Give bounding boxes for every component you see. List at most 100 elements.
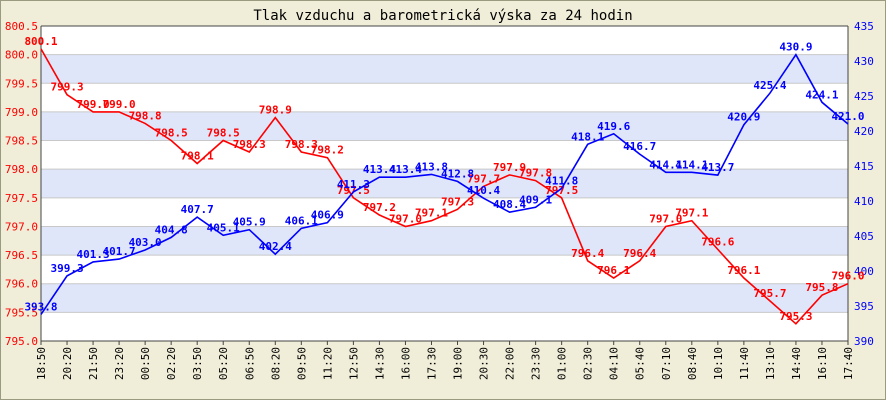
x-tick-label: 02:30 bbox=[582, 347, 595, 380]
x-tick-label: 00:50 bbox=[139, 347, 152, 380]
x-tick-label: 11:40 bbox=[738, 347, 751, 380]
pressure-line bbox=[40, 48, 849, 325]
right-tick-label: 400 bbox=[854, 265, 874, 278]
altitude-data-label: 410.4 bbox=[467, 184, 500, 197]
pressure-data-label: 795.7 bbox=[753, 287, 786, 300]
altitude-data-label: 420.9 bbox=[727, 111, 760, 124]
pressure-data-label: 798.8 bbox=[129, 109, 162, 122]
altitude-data-label: 425.4 bbox=[753, 79, 786, 92]
altitude-data-label: 419.6 bbox=[597, 120, 630, 133]
pressure-data-label: 797.1 bbox=[675, 207, 708, 220]
pressure-data-label: 800.1 bbox=[24, 35, 57, 48]
altitude-data-label: 414.1 bbox=[649, 158, 682, 171]
left-tick-label: 799.0 bbox=[5, 106, 38, 119]
pressure-data-label: 796.4 bbox=[623, 247, 656, 260]
left-tick-label: 798.0 bbox=[5, 163, 38, 176]
altitude-data-label: 393.8 bbox=[24, 300, 57, 313]
pressure-data-label: 795.3 bbox=[779, 310, 812, 323]
right-tick-label: 435 bbox=[854, 20, 874, 33]
x-tick-label: 14:40 bbox=[790, 347, 803, 380]
x-tick-label: 13:10 bbox=[764, 347, 777, 380]
altitude-data-label: 401.7 bbox=[103, 245, 136, 258]
altitude-data-label: 413.4 bbox=[363, 163, 396, 176]
pressure-data-label: 796.6 bbox=[701, 235, 734, 248]
x-tick-label: 02:20 bbox=[165, 347, 178, 380]
x-tick-label: 20:30 bbox=[478, 347, 491, 380]
x-tick-label: 08:20 bbox=[269, 347, 282, 380]
pressure-data-label: 797.3 bbox=[441, 195, 474, 208]
x-tick-label: 18:50 bbox=[35, 347, 48, 380]
altitude-data-label: 407.7 bbox=[181, 203, 214, 216]
chart-title: Tlak vzduchu a barometrická výska za 24 … bbox=[253, 8, 632, 24]
left-tick-label: 800.0 bbox=[5, 49, 38, 62]
altitude-data-label: 405.9 bbox=[233, 216, 266, 229]
left-tick-label: 795.5 bbox=[5, 306, 38, 319]
x-tick-label: 10:10 bbox=[712, 347, 725, 380]
right-tick-label: 395 bbox=[854, 300, 874, 313]
altitude-data-label: 399.3 bbox=[50, 262, 83, 275]
left-tick-label: 797.5 bbox=[5, 192, 38, 205]
x-tick-label: 05:40 bbox=[634, 347, 647, 380]
pressure-data-label: 799.3 bbox=[50, 81, 83, 94]
altitude-data-label: 406.9 bbox=[311, 209, 344, 222]
left-tick-label: 796.0 bbox=[5, 278, 38, 291]
altitude-data-label: 411.8 bbox=[545, 174, 578, 187]
altitude-data-label: 406.1 bbox=[285, 214, 318, 227]
altitude-data-label: 414.1 bbox=[675, 158, 708, 171]
pressure-data-label: 798.5 bbox=[207, 127, 240, 140]
altitude-data-label: 416.7 bbox=[623, 140, 656, 153]
left-tick-label: 799.5 bbox=[5, 77, 38, 90]
altitude-data-label: 413.8 bbox=[415, 160, 448, 173]
altitude-data-label: 409.1 bbox=[519, 193, 552, 206]
right-tick-label: 430 bbox=[854, 55, 874, 68]
right-tick-label: 420 bbox=[854, 125, 874, 138]
x-tick-label: 01:00 bbox=[556, 347, 569, 380]
left-tick-label: 797.0 bbox=[5, 220, 38, 233]
grid-band bbox=[41, 111, 848, 141]
grid-band bbox=[41, 226, 848, 256]
pressure-data-label: 798.3 bbox=[233, 138, 266, 151]
pressure-data-label: 799.0 bbox=[103, 98, 136, 111]
pressure-data-label: 797.7 bbox=[467, 172, 500, 185]
plot-area: 795.0 795.5 796.0 796.5 797.0 797.5 798.0 798.5… bbox=[5, 20, 874, 380]
altitude-data-label: 424.1 bbox=[805, 88, 838, 101]
altitude-data-label: 405.1 bbox=[207, 221, 240, 234]
x-tick-label: 20:20 bbox=[61, 347, 74, 380]
left-tick-label: 796.5 bbox=[5, 249, 38, 262]
x-tick-label: 23:30 bbox=[530, 347, 543, 380]
pressure-data-label: 797.2 bbox=[363, 201, 396, 214]
x-tick-label: 17:40 bbox=[842, 347, 855, 380]
x-tick-label: 08:40 bbox=[686, 347, 699, 380]
x-tick-label: 05:20 bbox=[217, 347, 230, 380]
pressure-data-label: 798.2 bbox=[311, 144, 344, 157]
x-tick-label: 17:30 bbox=[425, 347, 438, 380]
pressure-data-label: 798.1 bbox=[181, 149, 214, 162]
grid-band bbox=[41, 54, 848, 84]
pressure-data-label: 797.0 bbox=[649, 212, 682, 225]
x-tick-label: 09:50 bbox=[295, 347, 308, 380]
right-tick-label: 405 bbox=[854, 230, 874, 243]
altitude-data-label: 411.3 bbox=[337, 178, 370, 191]
right-tick-label: 425 bbox=[854, 90, 874, 103]
altitude-data-label: 401.3 bbox=[77, 248, 110, 261]
x-tick-label: 16:10 bbox=[816, 347, 829, 380]
x-tick-label: 21:50 bbox=[87, 347, 100, 380]
pressure-data-label: 797.1 bbox=[415, 207, 448, 220]
pressure-data-label: 795.8 bbox=[805, 281, 838, 294]
altitude-data-label: 404.8 bbox=[155, 223, 188, 236]
x-tick-label: 03:50 bbox=[191, 347, 204, 380]
right-tick-label: 415 bbox=[854, 160, 874, 173]
x-tick-label: 06:50 bbox=[243, 347, 256, 380]
altitude-data-label: 408.4 bbox=[493, 198, 526, 211]
altitude-data-label: 403.0 bbox=[129, 236, 162, 249]
right-tick-label: 410 bbox=[854, 195, 874, 208]
altitude-data-label: 402.4 bbox=[259, 240, 292, 253]
altitude-data-label: 412.8 bbox=[441, 167, 474, 180]
right-tick-label: 390 bbox=[854, 335, 874, 348]
pressure-data-label: 796.0 bbox=[831, 270, 864, 283]
left-tick-label: 800.5 bbox=[5, 20, 38, 33]
x-tick-label: 14:30 bbox=[373, 347, 386, 380]
altitude-data-label: 413.4 bbox=[389, 163, 422, 176]
x-tick-label: 12:50 bbox=[347, 347, 360, 380]
